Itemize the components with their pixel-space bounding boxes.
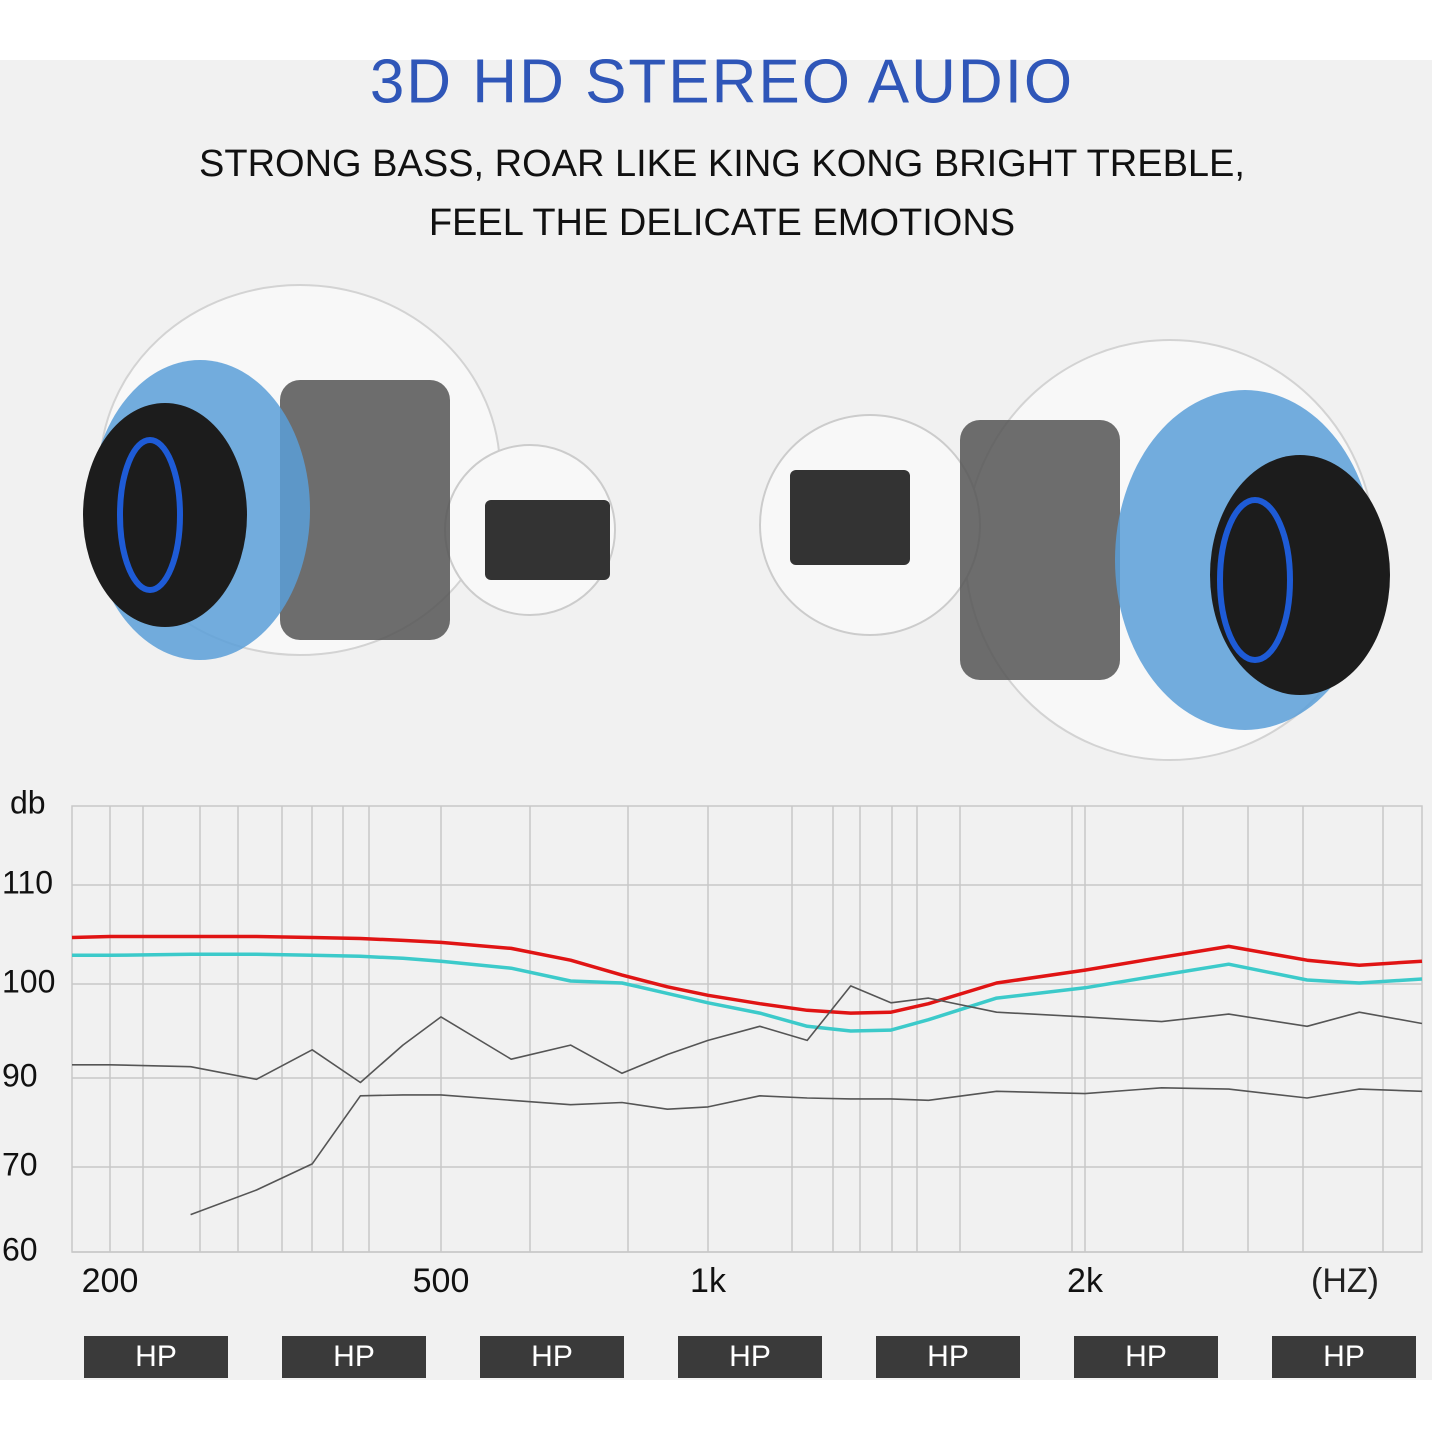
x-tick-label: 500: [413, 1262, 470, 1300]
minor-grid: [142, 806, 1384, 1252]
subtitle: STRONG BASS, ROAR LIKE KING KONG BRIGHT …: [199, 143, 1245, 185]
label-box: [84, 1336, 228, 1378]
series-line: [190, 1087, 1423, 1216]
label-box: [282, 1336, 426, 1378]
x-tick-label: 2k: [1067, 1262, 1104, 1300]
y-tick-label: 60: [2, 1231, 38, 1267]
y-tick-label: 70: [2, 1146, 38, 1182]
label-box: [1272, 1336, 1416, 1378]
y-tick-label: 100: [2, 963, 55, 999]
label-text: HP: [531, 1340, 573, 1373]
label-box: [876, 1336, 1020, 1378]
label-text: HP: [1125, 1340, 1167, 1373]
earbud-right: [759, 339, 1390, 761]
subtitle: FEEL THE DELICATE EMOTIONS: [429, 202, 1015, 244]
label-text: HP: [333, 1340, 375, 1373]
series-line: [72, 985, 1423, 1084]
earbud-left: [83, 284, 616, 660]
y-tick-label: 110: [2, 864, 53, 900]
series-line: [71, 934, 1423, 1015]
label-text: HP: [927, 1340, 969, 1373]
label-text: HP: [729, 1340, 771, 1373]
title: 3D HD STEREO AUDIO: [370, 47, 1074, 116]
y-tick-label: 90: [2, 1057, 38, 1093]
label-text: HP: [135, 1340, 177, 1373]
y-axis-label: db: [10, 784, 46, 820]
series-line: [72, 952, 1423, 1033]
x-axis-label: (HZ): [1311, 1262, 1379, 1300]
x-tick-label: 200: [82, 1262, 139, 1300]
label-box: [678, 1336, 822, 1378]
label-box: [1074, 1336, 1218, 1378]
x-tick-label: 1k: [690, 1262, 727, 1300]
label-text: HP: [1323, 1340, 1365, 1373]
label-box: [480, 1336, 624, 1378]
